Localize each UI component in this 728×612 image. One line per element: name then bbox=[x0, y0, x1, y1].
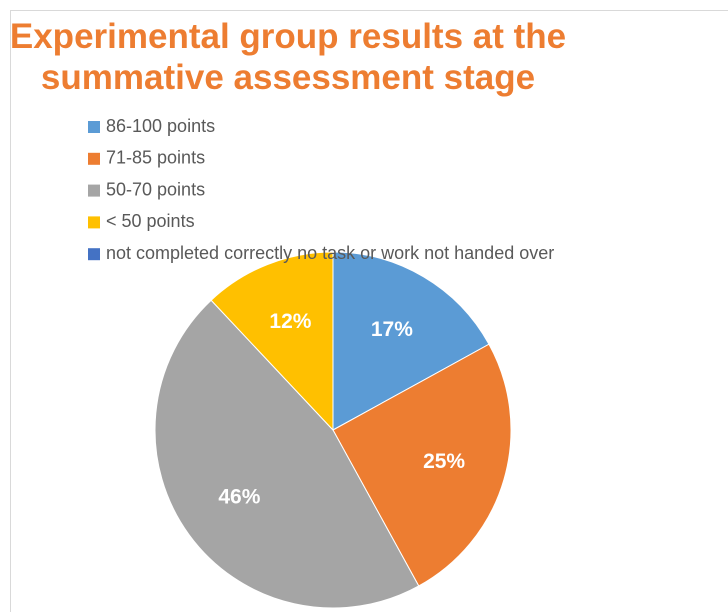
legend-label: 86-100 points bbox=[106, 116, 215, 136]
legend-label: 71-85 points bbox=[106, 148, 205, 168]
legend-swatch bbox=[88, 152, 100, 165]
legend-label: not completed correctly no task or work … bbox=[106, 243, 554, 263]
legend-label: < 50 points bbox=[106, 211, 195, 231]
legend-swatch bbox=[88, 184, 100, 197]
legend-swatch bbox=[88, 248, 100, 261]
data-label: 12% bbox=[269, 310, 311, 333]
data-label: 17% bbox=[371, 318, 413, 341]
pie-slice bbox=[332, 251, 490, 431]
pie-slice bbox=[154, 299, 420, 609]
legend-swatch bbox=[88, 216, 100, 229]
chart-border bbox=[10, 10, 728, 612]
pie-slice bbox=[210, 251, 334, 432]
legend-label: 50-70 points bbox=[106, 179, 205, 199]
data-label: 46% bbox=[218, 486, 260, 509]
data-label: 25% bbox=[423, 450, 465, 473]
legend-swatch bbox=[88, 121, 100, 133]
pie-slice bbox=[332, 343, 512, 587]
chart-title: Experimental group results at the summat… bbox=[9, 17, 567, 97]
